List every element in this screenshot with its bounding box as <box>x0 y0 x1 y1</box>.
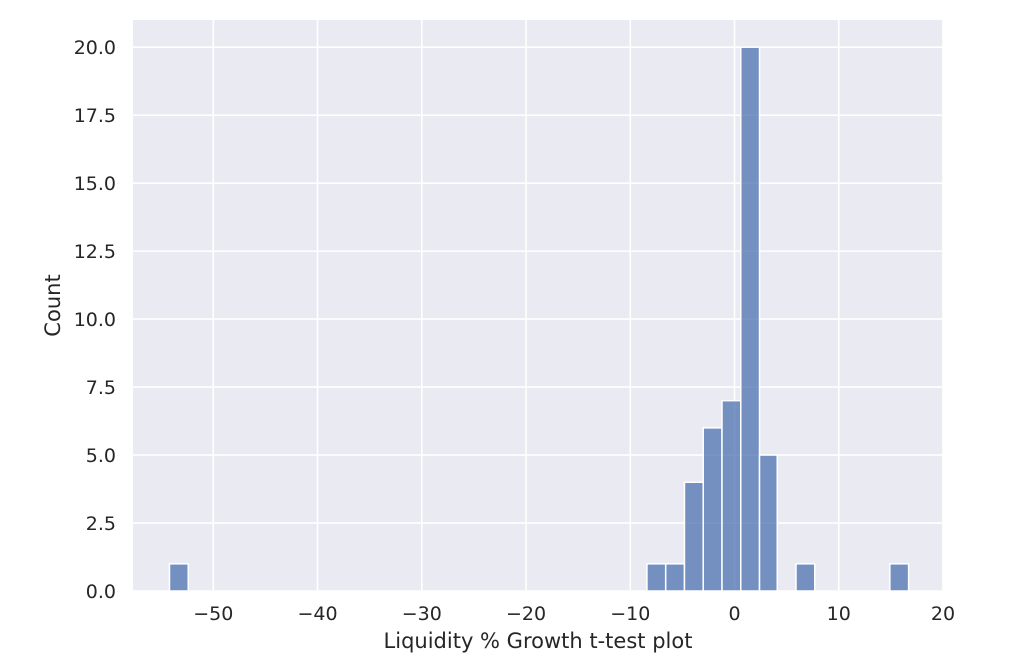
histogram-bar <box>702 427 723 592</box>
histogram-bar <box>683 481 704 592</box>
y-tick-label: 15.0 <box>74 173 116 195</box>
histogram-bar <box>740 46 761 592</box>
histogram-bar <box>889 563 910 592</box>
histogram-bar <box>168 563 190 592</box>
y-tick-label: 0.0 <box>86 581 116 603</box>
grid-lines <box>133 20 944 592</box>
histogram-bar <box>721 399 742 592</box>
tick-labels: −50 −40 −30 −20 −10 0 10 20 0.0 2.5 5.0 7.5 10.0 12.5… <box>74 37 955 625</box>
histogram-bars <box>168 46 910 592</box>
histogram-bar <box>664 563 686 592</box>
y-tick-label: 5.0 <box>86 445 116 467</box>
x-tick-label: 0 <box>728 603 740 625</box>
x-tick-label: −50 <box>193 603 233 625</box>
y-tick-label: 10.0 <box>74 309 116 331</box>
y-tick-label: 2.5 <box>86 513 116 535</box>
x-tick-label: −40 <box>297 603 337 625</box>
plot-background <box>133 20 943 591</box>
x-tick-label: −10 <box>610 603 650 625</box>
x-tick-label: −30 <box>402 603 442 625</box>
x-tick-label: 10 <box>827 603 851 625</box>
histogram-bar <box>758 454 778 592</box>
x-axis-label: Liquidity % Growth t-test plot <box>384 629 693 653</box>
y-tick-label: 20.0 <box>74 37 116 59</box>
y-tick-label: 12.5 <box>74 241 116 263</box>
x-tick-label: 20 <box>931 603 955 625</box>
x-tick-label: −20 <box>506 603 546 625</box>
y-tick-label: 7.5 <box>86 377 116 399</box>
histogram-bar <box>795 563 816 592</box>
histogram-bar <box>646 563 667 592</box>
y-axis-label: Count <box>41 274 65 336</box>
y-tick-label: 17.5 <box>74 105 116 127</box>
